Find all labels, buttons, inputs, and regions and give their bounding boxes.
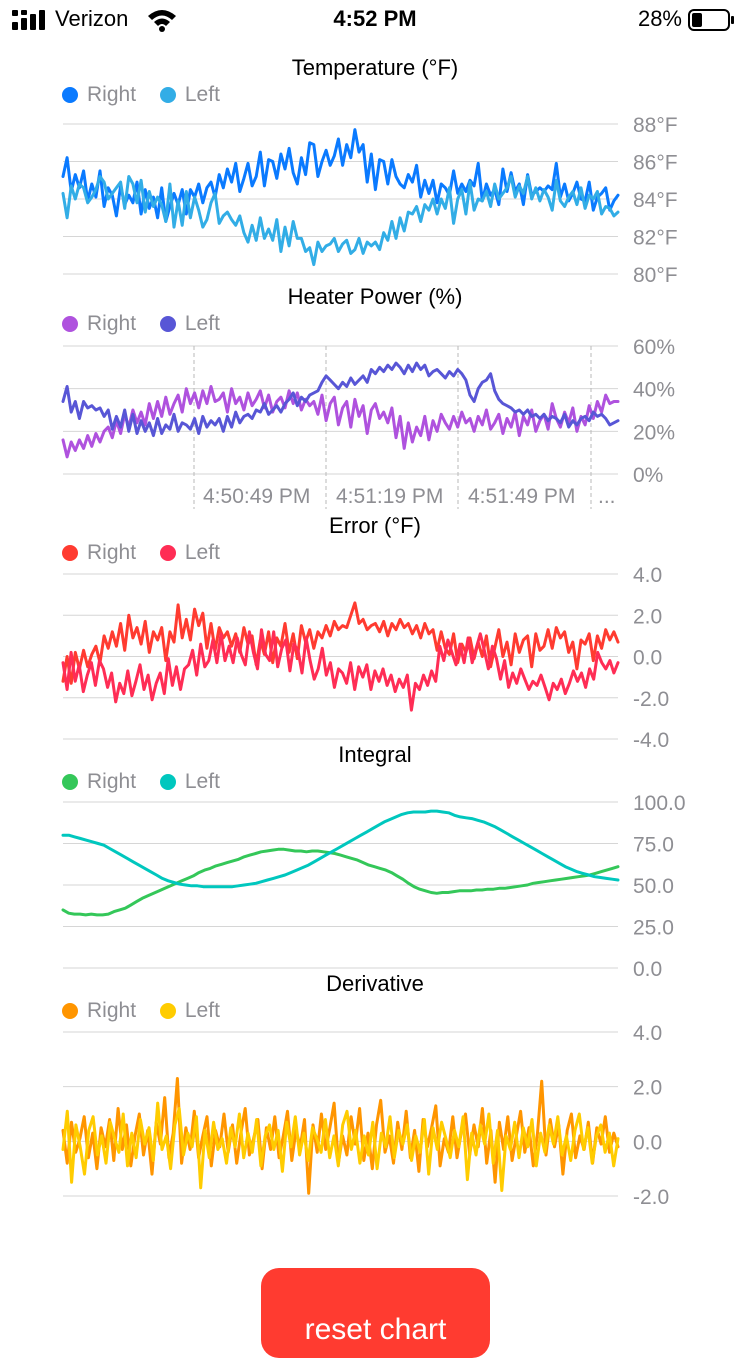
chart-legend: Right Left — [62, 83, 238, 107]
legend-marker — [159, 87, 176, 103]
y-tick-label: 0.0 — [633, 958, 662, 981]
legend-label: Left — [184, 999, 220, 1022]
legend-label: Right — [87, 312, 137, 335]
wifi-icon — [148, 10, 176, 32]
y-tick-label: 4.0 — [633, 1022, 662, 1045]
series-line-right — [61, 847, 620, 917]
y-tick-label: 84°F — [633, 189, 678, 212]
battery-percent: 28% — [637, 6, 682, 31]
legend-marker — [159, 1003, 176, 1019]
series-line-left — [61, 175, 620, 267]
legend-item-right: Right — [62, 770, 136, 794]
series-line-left — [61, 361, 620, 438]
y-tick-label: 0.0 — [633, 647, 662, 670]
legend-marker — [159, 774, 176, 790]
y-tick-label: -4.0 — [633, 729, 669, 752]
legend-label: Left — [184, 770, 220, 793]
series-line-left — [61, 1101, 620, 1192]
y-tick-label: 40% — [633, 379, 675, 402]
legend-marker — [62, 1003, 78, 1019]
heater-power-chart: Heater Power (%) Right Left 60% 40% 20% 0% 4… — [0, 281, 750, 513]
legend-label: Left — [184, 312, 220, 335]
x-tick-label: ... — [598, 485, 616, 508]
y-tick-label: 0% — [633, 464, 663, 487]
legend-item-right: Right — [62, 312, 136, 336]
y-tick-label: 60% — [633, 336, 675, 359]
x-tick-label: 4:51:49 PM — [468, 485, 575, 508]
reset-chart-button[interactable]: reset chart — [261, 1268, 490, 1358]
x-tick-label: 4:50:49 PM — [203, 485, 310, 508]
integral-chart: Integral Right Left 100.0 75.0 50.0 25.0 0.0 — [0, 739, 750, 981]
y-tick-label: -2.0 — [633, 688, 669, 711]
y-tick-label: 2.0 — [633, 1077, 662, 1100]
status-bar: Verizon 4:52 PM 28% — [0, 0, 750, 40]
y-tick-label: 75.0 — [633, 834, 674, 857]
legend-label: Left — [184, 541, 220, 564]
legend-item-right: Right — [62, 999, 136, 1023]
chart-title: Heater Power (%) — [287, 284, 463, 309]
y-tick-label: 2.0 — [633, 605, 662, 628]
legend-item-right: Right — [62, 541, 136, 565]
series-line-right — [61, 601, 620, 685]
legend-label: Right — [87, 999, 137, 1022]
y-tick-label: 4.0 — [633, 564, 662, 587]
temperature-plot: 88°F 86°F 84°F 82°F 80°F — [61, 114, 678, 287]
y-tick-label: 0.0 — [633, 1131, 662, 1154]
chart-title: Error (°F) — [329, 513, 421, 538]
error-plot: 4.0 2.0 0.0 -2.0 -4.0 — [61, 564, 669, 752]
y-tick-label: 82°F — [633, 227, 678, 250]
legend-item-left: Left — [159, 312, 220, 336]
series-line-left — [61, 628, 620, 712]
y-tick-label: 20% — [633, 421, 675, 444]
legend-item-left: Left — [159, 999, 220, 1023]
legend-marker — [159, 545, 176, 561]
y-tick-label: 88°F — [633, 114, 678, 137]
y-tick-label: 100.0 — [633, 792, 686, 815]
chart-title: Derivative — [326, 971, 424, 996]
chart-legend: Right Left — [62, 770, 238, 794]
y-tick-label: 50.0 — [633, 875, 674, 898]
status-time: 4:52 PM — [333, 6, 417, 31]
x-tick-label: 4:51:19 PM — [336, 485, 443, 508]
legend-label: Right — [87, 770, 137, 793]
series-line-right — [61, 385, 620, 459]
temperature-chart: Temperature (°F) Right Left 88°F 86°F 84°F… — [0, 52, 750, 287]
legend-marker — [62, 87, 78, 103]
y-tick-label: 25.0 — [633, 917, 674, 940]
integral-plot: 100.0 75.0 50.0 25.0 0.0 — [61, 792, 686, 981]
legend-marker — [62, 316, 78, 332]
legend-marker — [62, 774, 78, 790]
legend-label: Right — [87, 83, 137, 106]
chart-legend: Right Left — [62, 541, 238, 565]
legend-item-left: Left — [159, 541, 220, 565]
y-tick-label: 80°F — [633, 264, 678, 287]
legend-marker — [62, 545, 78, 561]
chart-legend: Right Left — [62, 999, 238, 1023]
y-tick-label: 86°F — [633, 152, 678, 175]
heater-power-plot: 60% 40% 20% 0% 4:50:49 PM 4:51:19 PM 4:51:49 P… — [61, 336, 675, 509]
series-line-left — [61, 809, 620, 889]
derivative-chart: Derivative Right Left 4.0 2.0 0.0 -2.0 — [0, 968, 750, 1209]
chart-title: Integral — [338, 742, 412, 767]
legend-label: Right — [87, 541, 137, 564]
chart-title: Temperature (°F) — [291, 55, 459, 80]
legend-item-left: Left — [159, 770, 220, 794]
y-tick-label: -2.0 — [633, 1186, 669, 1209]
legend-item-right: Right — [62, 83, 136, 107]
legend-label: Left — [184, 83, 220, 106]
carrier-name: Verizon — [55, 6, 129, 31]
legend-marker — [159, 316, 176, 332]
derivative-plot: 4.0 2.0 0.0 -2.0 — [61, 1022, 669, 1209]
battery-icon — [688, 9, 734, 31]
legend-item-left: Left — [159, 83, 220, 107]
signal-bars-icon — [12, 10, 45, 30]
chart-legend: Right Left — [62, 312, 238, 336]
error-chart: Error (°F) Right Left 4.0 2.0 0.0 -2.0 -4.0 — [0, 510, 750, 752]
